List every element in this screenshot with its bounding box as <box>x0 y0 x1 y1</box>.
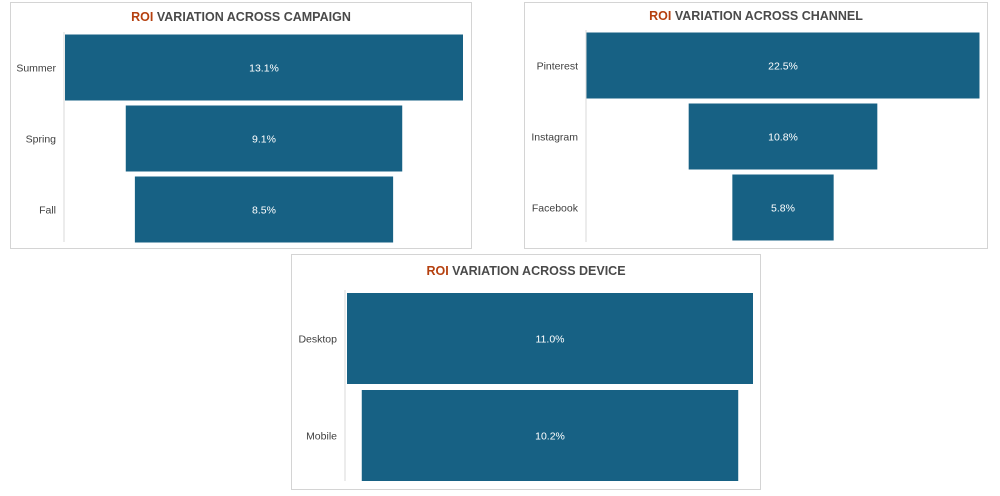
category-label: Pinterest <box>537 61 579 73</box>
funnel-bar <box>361 390 739 481</box>
category-label: Mobile <box>306 431 337 443</box>
category-label: Fall <box>39 205 56 217</box>
bar-value-label: 13.1% <box>249 63 279 75</box>
title-accent: ROI <box>426 264 449 278</box>
bar-value-label: 22.5% <box>768 61 798 73</box>
category-label: Spring <box>26 134 57 146</box>
device-funnel-plot: 11.0% Desktop 10.2% Mobile <box>298 290 753 481</box>
bar-value-label: 11.0% <box>536 334 565 346</box>
category-label: Instagram <box>531 132 578 144</box>
chart-title: ROI VARIATION ACROSS CHANNEL <box>525 9 987 23</box>
campaign-roi-chart: ROI VARIATION ACROSS CAMPAIGN 13.1% Summe… <box>10 2 472 249</box>
title-accent: ROI <box>649 9 672 23</box>
category-label: Summer <box>16 63 56 75</box>
channel-funnel-plot: 22.5% Pinterest 10.8% Instagram 5.8% Facebook <box>531 30 980 242</box>
funnel-bar <box>125 105 403 172</box>
funnel-bar <box>347 293 753 384</box>
title-text: VARIATION ACROSS CAMPAIGN <box>156 10 351 24</box>
chart-title: ROI VARIATION ACROSS CAMPAIGN <box>11 10 471 24</box>
channel-roi-chart: ROI VARIATION ACROSS CHANNEL 22.5% Pinter… <box>524 2 988 249</box>
chart-title: ROI VARIATION ACROSS DEVICE <box>292 264 760 278</box>
funnel-bar <box>732 174 834 241</box>
category-label: Desktop <box>298 334 337 346</box>
category-label: Facebook <box>532 203 579 215</box>
bar-value-label: 10.2% <box>535 431 565 443</box>
bar-value-label: 10.8% <box>768 132 798 144</box>
title-text: VARIATION ACROSS DEVICE <box>452 264 626 278</box>
bar-value-label: 5.8% <box>771 203 795 215</box>
funnel-bar <box>688 103 878 170</box>
device-roi-chart: ROI VARIATION ACROSS DEVICE 11.0% Desktop… <box>291 254 761 490</box>
title-accent: ROI <box>131 10 154 24</box>
funnel-bar <box>134 176 394 243</box>
campaign-funnel-plot: 13.1% Summer 9.1% Spring 8.5% Fall <box>16 32 463 243</box>
bar-value-label: 9.1% <box>252 134 276 146</box>
funnel-bar <box>65 34 463 101</box>
title-text: VARIATION ACROSS CHANNEL <box>674 9 863 23</box>
funnel-bar <box>586 32 980 99</box>
bar-value-label: 8.5% <box>252 205 276 217</box>
